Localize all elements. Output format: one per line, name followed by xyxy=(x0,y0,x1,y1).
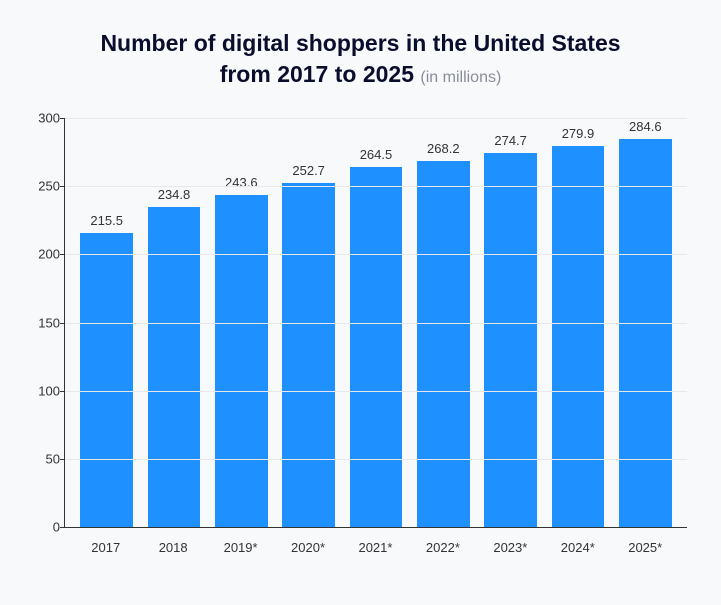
y-tick-mark xyxy=(60,118,65,119)
chart-title-block: Number of digital shoppers in the United… xyxy=(24,28,697,90)
x-tick-label: 2019* xyxy=(207,532,274,558)
title-line-2: from 2017 to 2025 xyxy=(220,61,414,87)
bar xyxy=(552,146,605,528)
gridline xyxy=(65,118,687,119)
bar xyxy=(484,153,537,528)
y-tick-mark xyxy=(60,459,65,460)
bar-value-label: 243.6 xyxy=(225,175,258,190)
x-axis-labels: 201720182019*2020*2021*2022*2023*2024*20… xyxy=(64,532,687,558)
y-tick-label: 100 xyxy=(25,383,60,398)
chart-subtitle: (in millions) xyxy=(420,69,501,86)
chart-area: 215.5 234.8 243.6 252.7 264.5 268.2 274.7 279.9… xyxy=(64,118,687,558)
y-tick-label: 300 xyxy=(25,111,60,126)
x-tick-label: 2023* xyxy=(477,532,544,558)
x-tick-label: 2017 xyxy=(72,532,139,558)
x-tick-label: 2021* xyxy=(342,532,409,558)
bar-value-label: 274.7 xyxy=(494,133,527,148)
y-tick-label: 250 xyxy=(25,179,60,194)
y-tick-label: 200 xyxy=(25,247,60,262)
bar-value-label: 279.9 xyxy=(562,126,595,141)
y-tick-mark xyxy=(60,391,65,392)
bar xyxy=(350,167,403,528)
gridline xyxy=(65,459,687,460)
bar-value-label: 268.2 xyxy=(427,141,460,156)
x-tick-label: 2020* xyxy=(274,532,341,558)
x-tick-label: 2025* xyxy=(612,532,679,558)
bar xyxy=(417,161,470,527)
chart-title: Number of digital shoppers in the United… xyxy=(24,28,697,90)
y-tick-mark xyxy=(60,527,65,528)
bar xyxy=(80,233,133,527)
y-tick-mark xyxy=(60,186,65,187)
bar-value-label: 284.6 xyxy=(629,119,662,134)
x-tick-label: 2024* xyxy=(544,532,611,558)
gridline xyxy=(65,391,687,392)
plot-region: 215.5 234.8 243.6 252.7 264.5 268.2 274.7 279.9… xyxy=(64,118,687,528)
title-line-1: Number of digital shoppers in the United… xyxy=(100,30,620,56)
bar xyxy=(282,183,335,528)
bar-value-label: 215.5 xyxy=(90,213,123,228)
bar-value-label: 264.5 xyxy=(360,147,393,162)
x-tick-label: 2022* xyxy=(409,532,476,558)
gridline xyxy=(65,186,687,187)
bar xyxy=(215,195,268,527)
y-tick-mark xyxy=(60,254,65,255)
y-tick-mark xyxy=(60,323,65,324)
y-tick-label: 50 xyxy=(25,451,60,466)
y-tick-label: 0 xyxy=(25,520,60,535)
x-tick-label: 2018 xyxy=(139,532,206,558)
gridline xyxy=(65,254,687,255)
bar xyxy=(619,139,672,527)
y-tick-label: 150 xyxy=(25,315,60,330)
bar-value-label: 252.7 xyxy=(292,163,325,178)
bar-value-label: 234.8 xyxy=(158,187,191,202)
gridline xyxy=(65,323,687,324)
